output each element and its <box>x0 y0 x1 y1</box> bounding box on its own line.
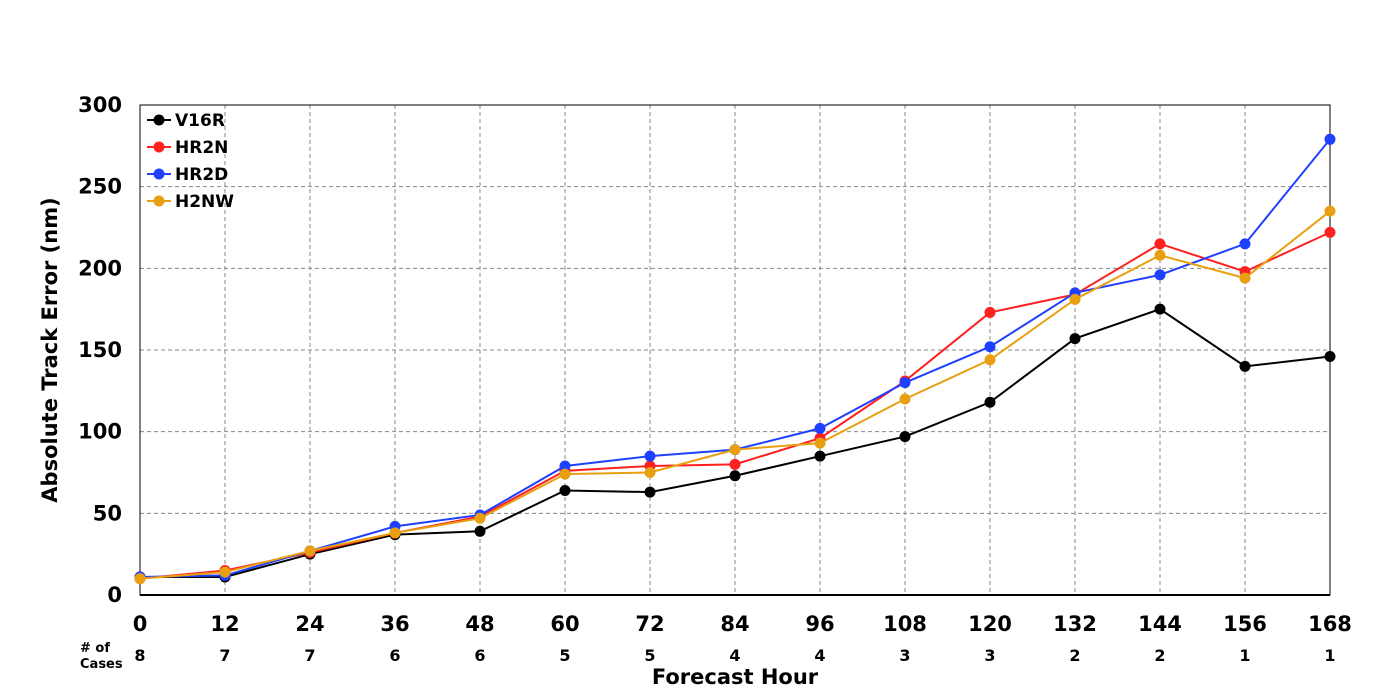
data-point-hr2d <box>1239 238 1251 250</box>
case-count: 1 <box>1324 646 1335 665</box>
data-point-v16r <box>729 470 741 482</box>
legend: V16R HR2N HR2D H2NW <box>147 111 234 212</box>
tick-labels: 0 12 24 36 48 60 72 84 96 108 120 132 144 156 168 0 50 10… <box>78 93 1352 636</box>
data-point-h2nw <box>1069 293 1081 305</box>
x-tick-label: 108 <box>883 612 927 636</box>
data-point-v16r <box>1154 303 1166 315</box>
data-point-v16r <box>984 396 996 408</box>
axes <box>139 104 1331 596</box>
x-tick-label: 132 <box>1053 612 1097 636</box>
case-count: 2 <box>1154 646 1165 665</box>
data-point-h2nw <box>814 437 826 449</box>
data-point-hr2n <box>1324 226 1336 238</box>
grid-lines <box>140 105 1330 595</box>
y-tick-label: 50 <box>93 501 122 525</box>
data-point-h2nw <box>134 573 146 585</box>
data-point-hr2d <box>559 460 571 472</box>
legend-marker <box>153 114 165 126</box>
cases-label: Cases <box>80 657 123 672</box>
cases-label: # of <box>80 641 110 656</box>
data-point-h2nw <box>899 393 911 405</box>
case-count: 2 <box>1069 646 1080 665</box>
data-point-h2nw <box>389 527 401 539</box>
data-point-v16r <box>474 525 486 537</box>
data-point-v16r <box>644 486 656 498</box>
data-point-hr2d <box>644 450 656 462</box>
case-count: 7 <box>304 646 315 665</box>
data-point-h2nw <box>1154 249 1166 261</box>
data-point-v16r <box>1324 351 1336 363</box>
data-point-v16r <box>1069 333 1081 345</box>
y-tick-label: 300 <box>78 93 122 117</box>
x-tick-label: 60 <box>550 612 579 636</box>
data-point-h2nw <box>559 468 571 480</box>
case-count: 5 <box>644 646 655 665</box>
legend-marker <box>153 141 165 153</box>
x-tick-label: 48 <box>465 612 494 636</box>
case-count: 6 <box>389 646 400 665</box>
x-tick-label: 156 <box>1223 612 1267 636</box>
legend-marker <box>153 195 165 207</box>
legend-label: HR2N <box>175 138 228 158</box>
case-count: 7 <box>219 646 230 665</box>
data-point-h2nw <box>984 354 996 366</box>
y-tick-label: 100 <box>78 420 122 444</box>
case-count: 8 <box>134 646 145 665</box>
data-point-hr2n <box>729 458 741 470</box>
x-tick-label: 96 <box>805 612 834 636</box>
case-count: 5 <box>559 646 570 665</box>
x-tick-label: 0 <box>133 612 148 636</box>
series-group <box>134 133 1336 585</box>
data-point-hr2d <box>899 377 911 389</box>
x-tick-label: 168 <box>1308 612 1352 636</box>
data-point-h2nw <box>729 444 741 456</box>
data-point-h2nw <box>219 566 231 578</box>
data-point-v16r <box>814 450 826 462</box>
data-point-hr2d <box>1154 269 1166 281</box>
data-point-h2nw <box>1324 205 1336 217</box>
data-point-hr2n <box>1154 238 1166 250</box>
y-tick-label: 200 <box>78 256 122 280</box>
y-tick-label: 150 <box>78 338 122 362</box>
case-count: 1 <box>1239 646 1250 665</box>
case-count: 3 <box>984 646 995 665</box>
legend-label: V16R <box>175 111 225 131</box>
x-tick-label: 12 <box>210 612 239 636</box>
x-tick-label: 36 <box>380 612 409 636</box>
legend-label: HR2D <box>175 165 228 185</box>
y-tick-label: 0 <box>107 583 122 607</box>
x-tick-label: 120 <box>968 612 1012 636</box>
legend-marker <box>153 168 165 180</box>
y-tick-label: 250 <box>78 175 122 199</box>
data-point-hr2d <box>1324 133 1336 145</box>
case-count: 6 <box>474 646 485 665</box>
x-tick-label: 144 <box>1138 612 1182 636</box>
x-tick-label: 24 <box>295 612 324 636</box>
data-point-hr2n <box>984 306 996 318</box>
legend-label: H2NW <box>175 192 234 212</box>
data-point-h2nw <box>1239 272 1251 284</box>
x-tick-label: 72 <box>635 612 664 636</box>
x-tick-label: 84 <box>720 612 749 636</box>
data-point-v16r <box>559 484 571 496</box>
data-point-hr2d <box>814 422 826 434</box>
case-count: 3 <box>899 646 910 665</box>
x-axis-label: Forecast Hour <box>652 665 819 689</box>
y-axis-label: Absolute Track Error (nm) <box>38 197 62 502</box>
case-count: 4 <box>814 646 825 665</box>
case-count: 4 <box>729 646 740 665</box>
data-point-v16r <box>1239 360 1251 372</box>
data-point-h2nw <box>304 545 316 557</box>
data-point-hr2d <box>984 341 996 353</box>
data-point-v16r <box>899 431 911 443</box>
data-point-h2nw <box>644 467 656 478</box>
data-point-h2nw <box>474 512 486 524</box>
